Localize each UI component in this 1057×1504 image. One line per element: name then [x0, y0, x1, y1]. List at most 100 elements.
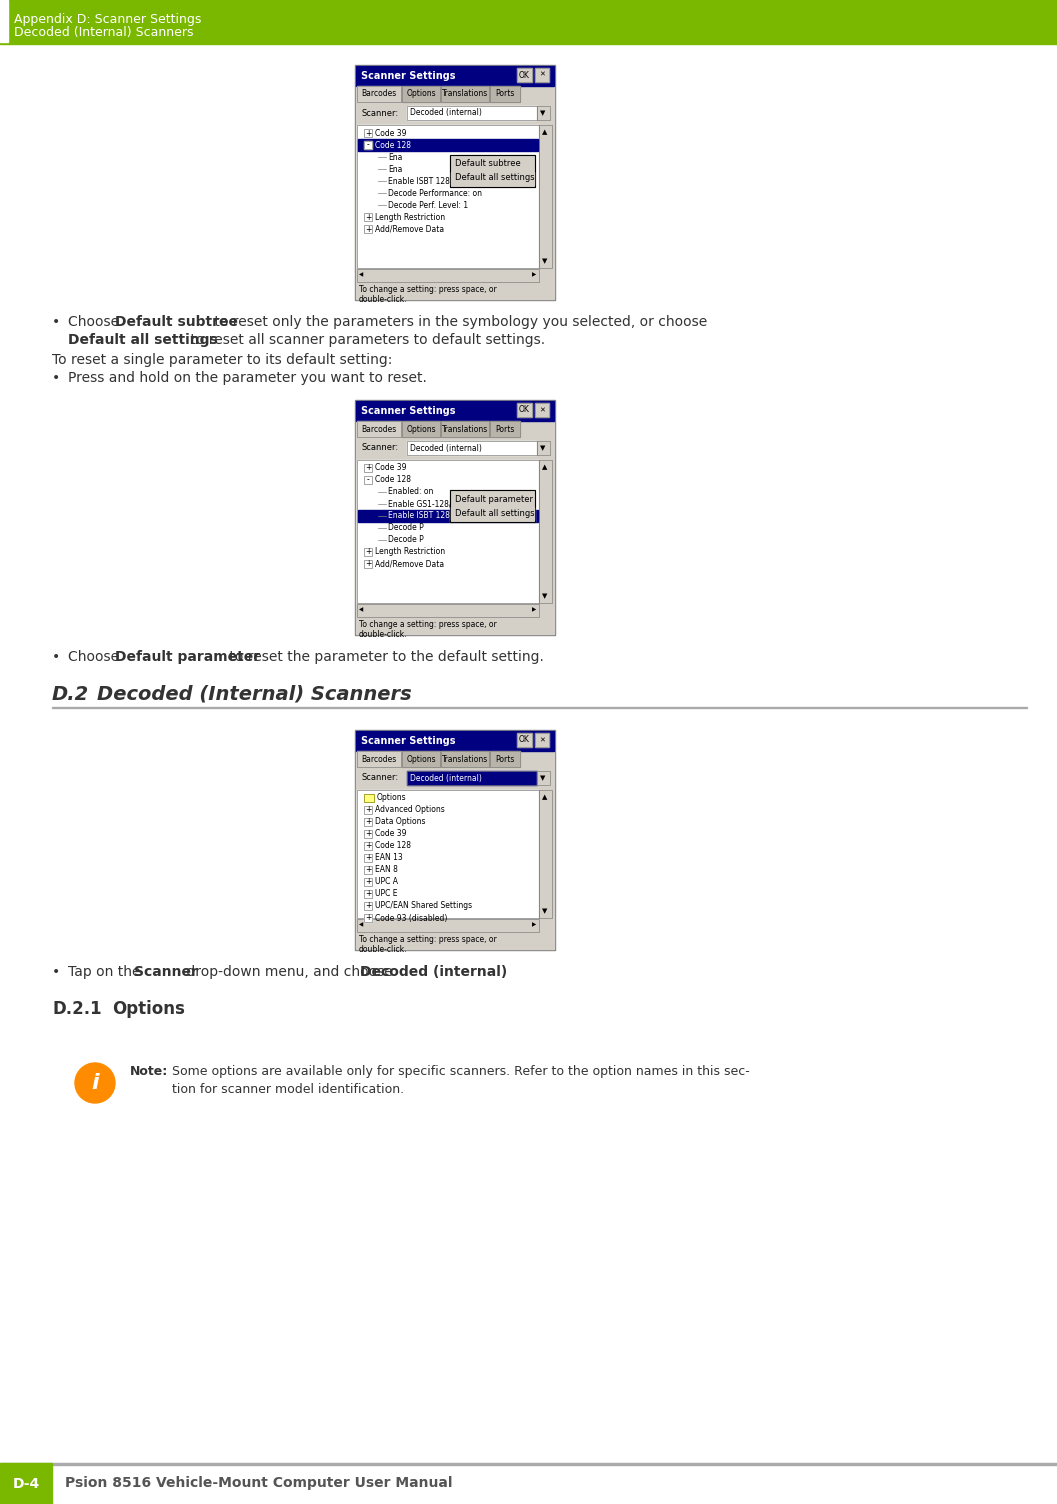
Text: Options: Options: [406, 424, 435, 433]
Bar: [451, 171, 534, 185]
Bar: [355, 729, 555, 951]
Bar: [357, 750, 401, 767]
Bar: [537, 105, 550, 120]
Text: Decode P: Decode P: [388, 535, 424, 544]
Bar: [364, 806, 372, 814]
Text: Advanced Options: Advanced Options: [375, 806, 445, 815]
Bar: [364, 818, 372, 826]
Bar: [539, 125, 552, 268]
Text: to reset the parameter to the default setting.: to reset the parameter to the default se…: [225, 650, 544, 663]
Text: Ports: Ports: [496, 424, 515, 433]
Text: Scanner Settings: Scanner Settings: [361, 735, 456, 746]
Text: +: +: [365, 913, 371, 922]
Text: Choose: Choose: [68, 314, 124, 329]
Bar: [364, 475, 372, 484]
Text: Ena: Ena: [388, 152, 403, 161]
Bar: [357, 750, 401, 767]
Text: Decoded (internal): Decoded (internal): [410, 108, 482, 117]
Text: Ports: Ports: [496, 90, 515, 98]
Text: Default all settings: Default all settings: [68, 332, 218, 347]
Bar: [364, 866, 372, 874]
Text: ▲: ▲: [542, 129, 548, 135]
Text: Code 128: Code 128: [375, 475, 411, 484]
Bar: [364, 547, 372, 556]
Bar: [357, 86, 401, 102]
Bar: [356, 402, 554, 421]
Text: ▼: ▼: [542, 259, 548, 265]
Bar: [364, 878, 372, 886]
Text: +: +: [365, 901, 371, 910]
Bar: [364, 465, 372, 472]
Bar: [537, 772, 550, 785]
Text: Choose: Choose: [68, 650, 124, 663]
Text: Appendix D: Scanner Settings: Appendix D: Scanner Settings: [14, 14, 202, 26]
Text: Scanner:: Scanner:: [361, 444, 398, 453]
Text: Enable GS1-128/GS1 US: on: Enable GS1-128/GS1 US: on: [388, 499, 494, 508]
Bar: [364, 854, 372, 862]
Bar: [357, 125, 539, 268]
Text: Scanner:: Scanner:: [361, 108, 398, 117]
Bar: [402, 86, 440, 102]
Text: Decoded (internal): Decoded (internal): [360, 966, 507, 979]
Text: Barcodes: Barcodes: [361, 90, 396, 98]
Text: OK: OK: [519, 406, 530, 415]
Text: Decoded (internal): Decoded (internal): [410, 773, 482, 782]
Bar: [407, 772, 537, 785]
Bar: [0, 0, 1057, 42]
Text: ▼: ▼: [542, 908, 548, 914]
Bar: [0, 1463, 52, 1504]
Bar: [357, 790, 539, 917]
Bar: [441, 421, 489, 438]
Text: D.2.1: D.2.1: [52, 1000, 101, 1018]
Bar: [364, 226, 372, 233]
Bar: [450, 155, 535, 186]
Bar: [364, 818, 372, 826]
Bar: [364, 794, 374, 802]
Bar: [364, 559, 372, 569]
Bar: [517, 68, 532, 83]
Text: Code 93 (disabled): Code 93 (disabled): [375, 913, 447, 922]
Bar: [535, 732, 549, 747]
Text: ◀: ◀: [359, 272, 364, 278]
Text: +: +: [365, 547, 371, 556]
Text: Decode Performance: on: Decode Performance: on: [388, 188, 482, 197]
Text: Add/Remove Data: Add/Remove Data: [375, 224, 444, 233]
Text: Ports: Ports: [496, 755, 515, 764]
Text: Decoded (Internal) Scanners: Decoded (Internal) Scanners: [97, 684, 412, 704]
Text: UPC E: UPC E: [375, 889, 397, 898]
Text: Tap on the: Tap on the: [68, 966, 145, 979]
Bar: [364, 854, 372, 862]
Bar: [364, 129, 372, 137]
Text: +: +: [365, 830, 371, 839]
Bar: [355, 65, 555, 299]
Bar: [364, 547, 372, 556]
Text: Note:: Note:: [130, 1065, 168, 1078]
Bar: [517, 403, 532, 417]
Text: Scanner Settings: Scanner Settings: [361, 406, 456, 417]
Text: Psion 8516 Vehicle-Mount Computer User Manual: Psion 8516 Vehicle-Mount Computer User M…: [64, 1477, 452, 1490]
Bar: [407, 772, 537, 785]
Text: Scanner Settings: Scanner Settings: [361, 71, 456, 81]
Bar: [0, 42, 1057, 44]
Text: ▲: ▲: [542, 794, 548, 800]
Text: +: +: [365, 818, 371, 827]
Bar: [356, 731, 554, 949]
Bar: [364, 914, 372, 922]
Bar: [364, 794, 374, 802]
Bar: [364, 214, 372, 221]
Text: +: +: [365, 559, 371, 569]
Bar: [357, 790, 539, 917]
Bar: [364, 830, 372, 838]
Text: •: •: [52, 314, 60, 329]
Bar: [364, 141, 372, 149]
Text: Code 39: Code 39: [375, 463, 407, 472]
Bar: [450, 490, 535, 522]
Text: Code 128: Code 128: [375, 140, 411, 149]
Text: Decoded (internal): Decoded (internal): [410, 444, 482, 453]
Text: ▼: ▼: [540, 110, 545, 116]
Text: Default subtree: Default subtree: [115, 314, 238, 329]
Text: ◀: ◀: [359, 922, 364, 928]
Bar: [356, 731, 554, 750]
Bar: [537, 772, 550, 785]
Text: ▼: ▼: [540, 445, 545, 451]
